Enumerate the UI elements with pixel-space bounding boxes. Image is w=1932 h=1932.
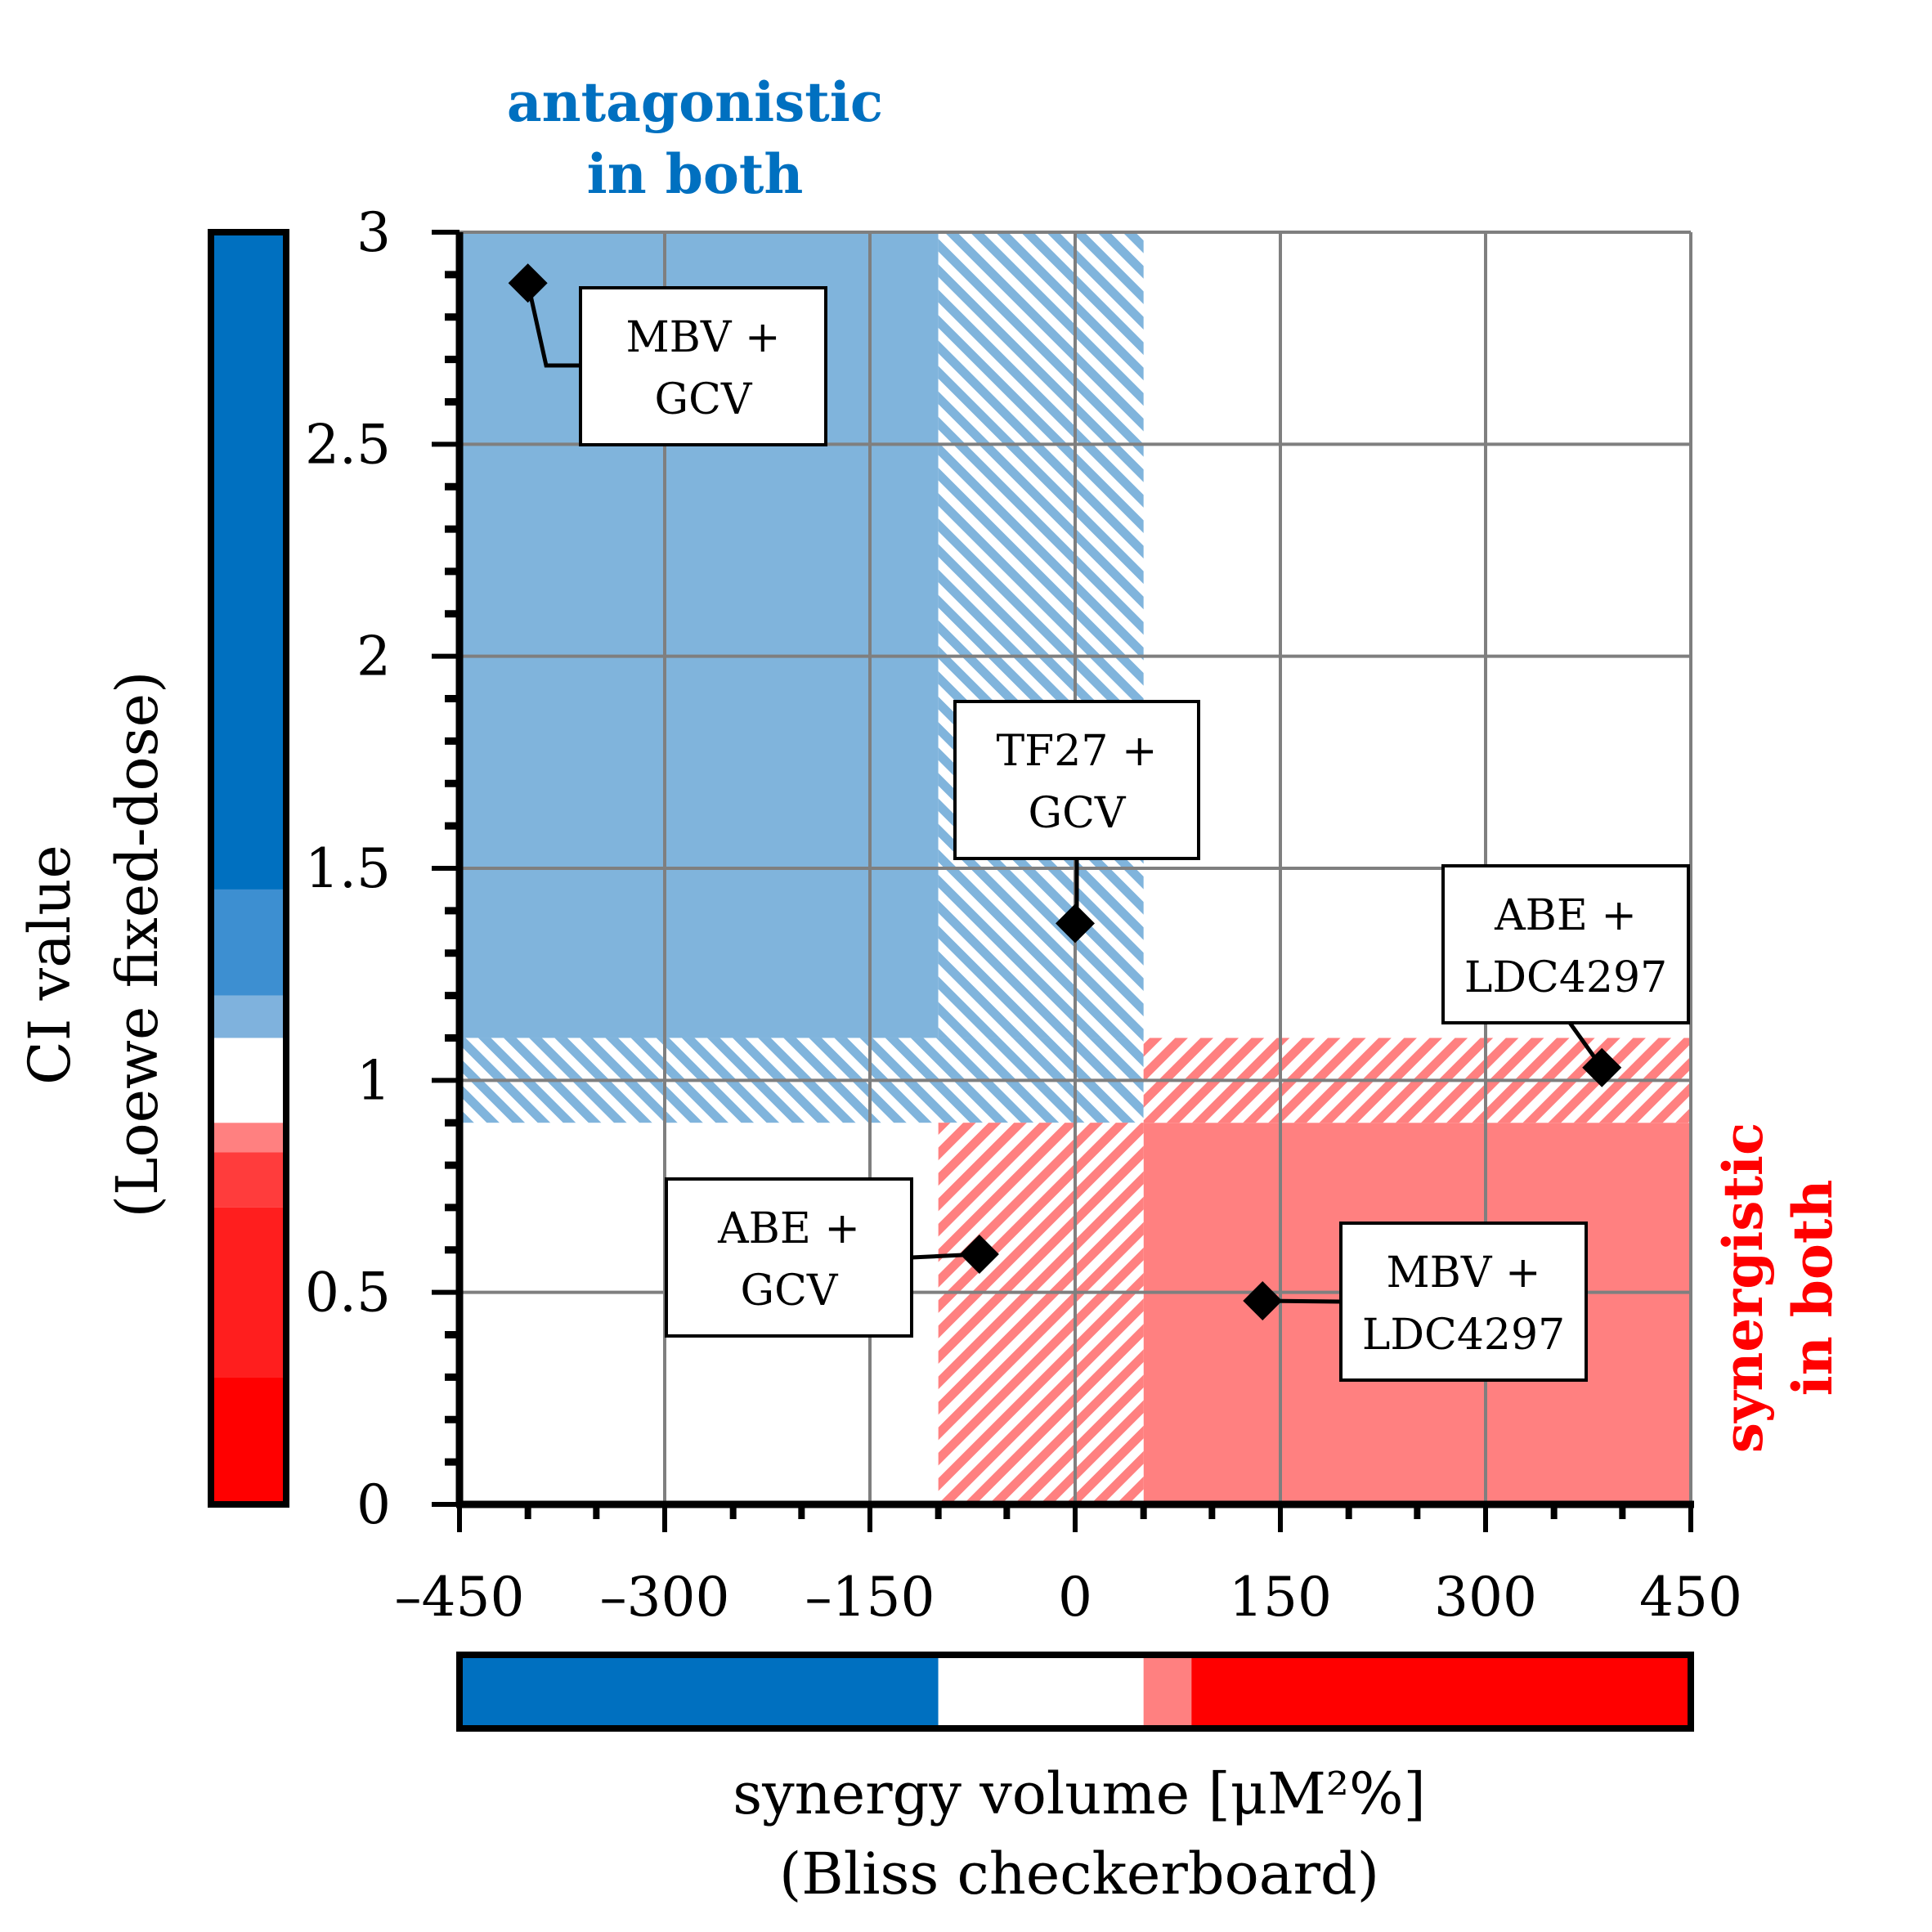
data-label-text: TF27 +	[996, 727, 1157, 776]
data-label-box	[1441, 864, 1690, 1024]
x-tick-label: 0	[1058, 1566, 1092, 1629]
y-colorbar-segment	[211, 1038, 286, 1123]
y-tick-label: 0.5	[305, 1262, 391, 1325]
data-label-text: GCV	[1029, 789, 1127, 838]
y-colorbar-segment	[211, 995, 286, 1038]
x-colorbar-segment	[459, 1655, 939, 1728]
leader-line	[526, 282, 580, 368]
x-colorbar-segment	[938, 1655, 1144, 1728]
data-label-box	[665, 1177, 913, 1338]
data-point-marker	[959, 1234, 999, 1274]
y-colorbar-frame	[208, 229, 289, 1508]
data-label-text: MBV +	[625, 313, 780, 362]
y-tick-label: 3	[356, 201, 391, 264]
data-label-box	[1339, 1222, 1588, 1382]
data-point-marker	[1056, 903, 1095, 944]
data-label-text: ABE +	[717, 1204, 860, 1253]
x-axis-title-line1: synergy volume [μM²%]	[733, 1760, 1426, 1827]
x-colorbar-frame	[456, 1652, 1694, 1732]
synergistic-label-line1: synergistic	[1711, 1123, 1775, 1453]
data-label-text: ABE +	[1494, 891, 1637, 940]
y-colorbar-segment	[211, 232, 286, 890]
y-colorbar-segment	[211, 1207, 286, 1378]
data-label-text: LDC4297	[1464, 953, 1667, 1002]
data-label-text: MBV +	[1386, 1248, 1540, 1298]
x-colorbar-segment	[1143, 1655, 1192, 1728]
antagonistic-label-line2: in both	[587, 142, 804, 206]
data-label-box	[579, 286, 827, 446]
y-tick-label: 1.5	[305, 837, 391, 900]
data-point-marker	[1243, 1281, 1283, 1321]
y-axis-title-line1: CI value	[16, 845, 83, 1085]
y-colorbar-segment	[211, 1377, 286, 1504]
y-tick-label: 2	[356, 625, 391, 688]
data-point-marker	[508, 263, 548, 303]
y-colorbar-segment	[211, 1123, 286, 1153]
y-tick-label: 1	[356, 1049, 391, 1112]
x-tick-label: 150	[1229, 1566, 1332, 1629]
x-tick-label: –150	[805, 1566, 935, 1629]
x-tick-label: –300	[600, 1566, 730, 1629]
data-point-marker	[1582, 1047, 1622, 1087]
antagonistic-label-line1: antagonistic	[507, 70, 883, 134]
x-axis-title-line2: (Bliss checkerboard)	[779, 1840, 1379, 1907]
points-layer: MBV + GCV TF27 + GCV ABE + LDC4297 ABE + GCV MBV…	[508, 263, 1690, 1382]
colorbar-layer	[208, 229, 1694, 1732]
y-tick-label: 0	[356, 1473, 391, 1536]
region-synergistic-partial-x	[938, 1123, 1144, 1504]
x-tick-label: 450	[1639, 1566, 1742, 1629]
data-label-box	[953, 700, 1200, 860]
region-antagonistic-partial-x	[938, 232, 1144, 1038]
axes-layer: 0 0.5 1 1.5 2 2.5 3 –450 –300 –150 0 150 300 450	[305, 201, 1742, 1629]
synergistic-label-line2: in both	[1781, 1180, 1845, 1396]
x-colorbar-segment	[1191, 1655, 1691, 1728]
data-label-text: GCV	[741, 1266, 839, 1316]
y-colorbar-segment	[211, 889, 286, 996]
y-axis-title-line2: (Loewe fixed-dose)	[104, 671, 171, 1218]
y-tick-label: 2.5	[305, 413, 391, 476]
y-colorbar-segment	[211, 1152, 286, 1208]
x-tick-label: –450	[395, 1566, 525, 1629]
data-label-text: LDC4297	[1362, 1311, 1565, 1360]
x-tick-label: 300	[1434, 1566, 1537, 1629]
data-label-text: GCV	[655, 375, 753, 424]
